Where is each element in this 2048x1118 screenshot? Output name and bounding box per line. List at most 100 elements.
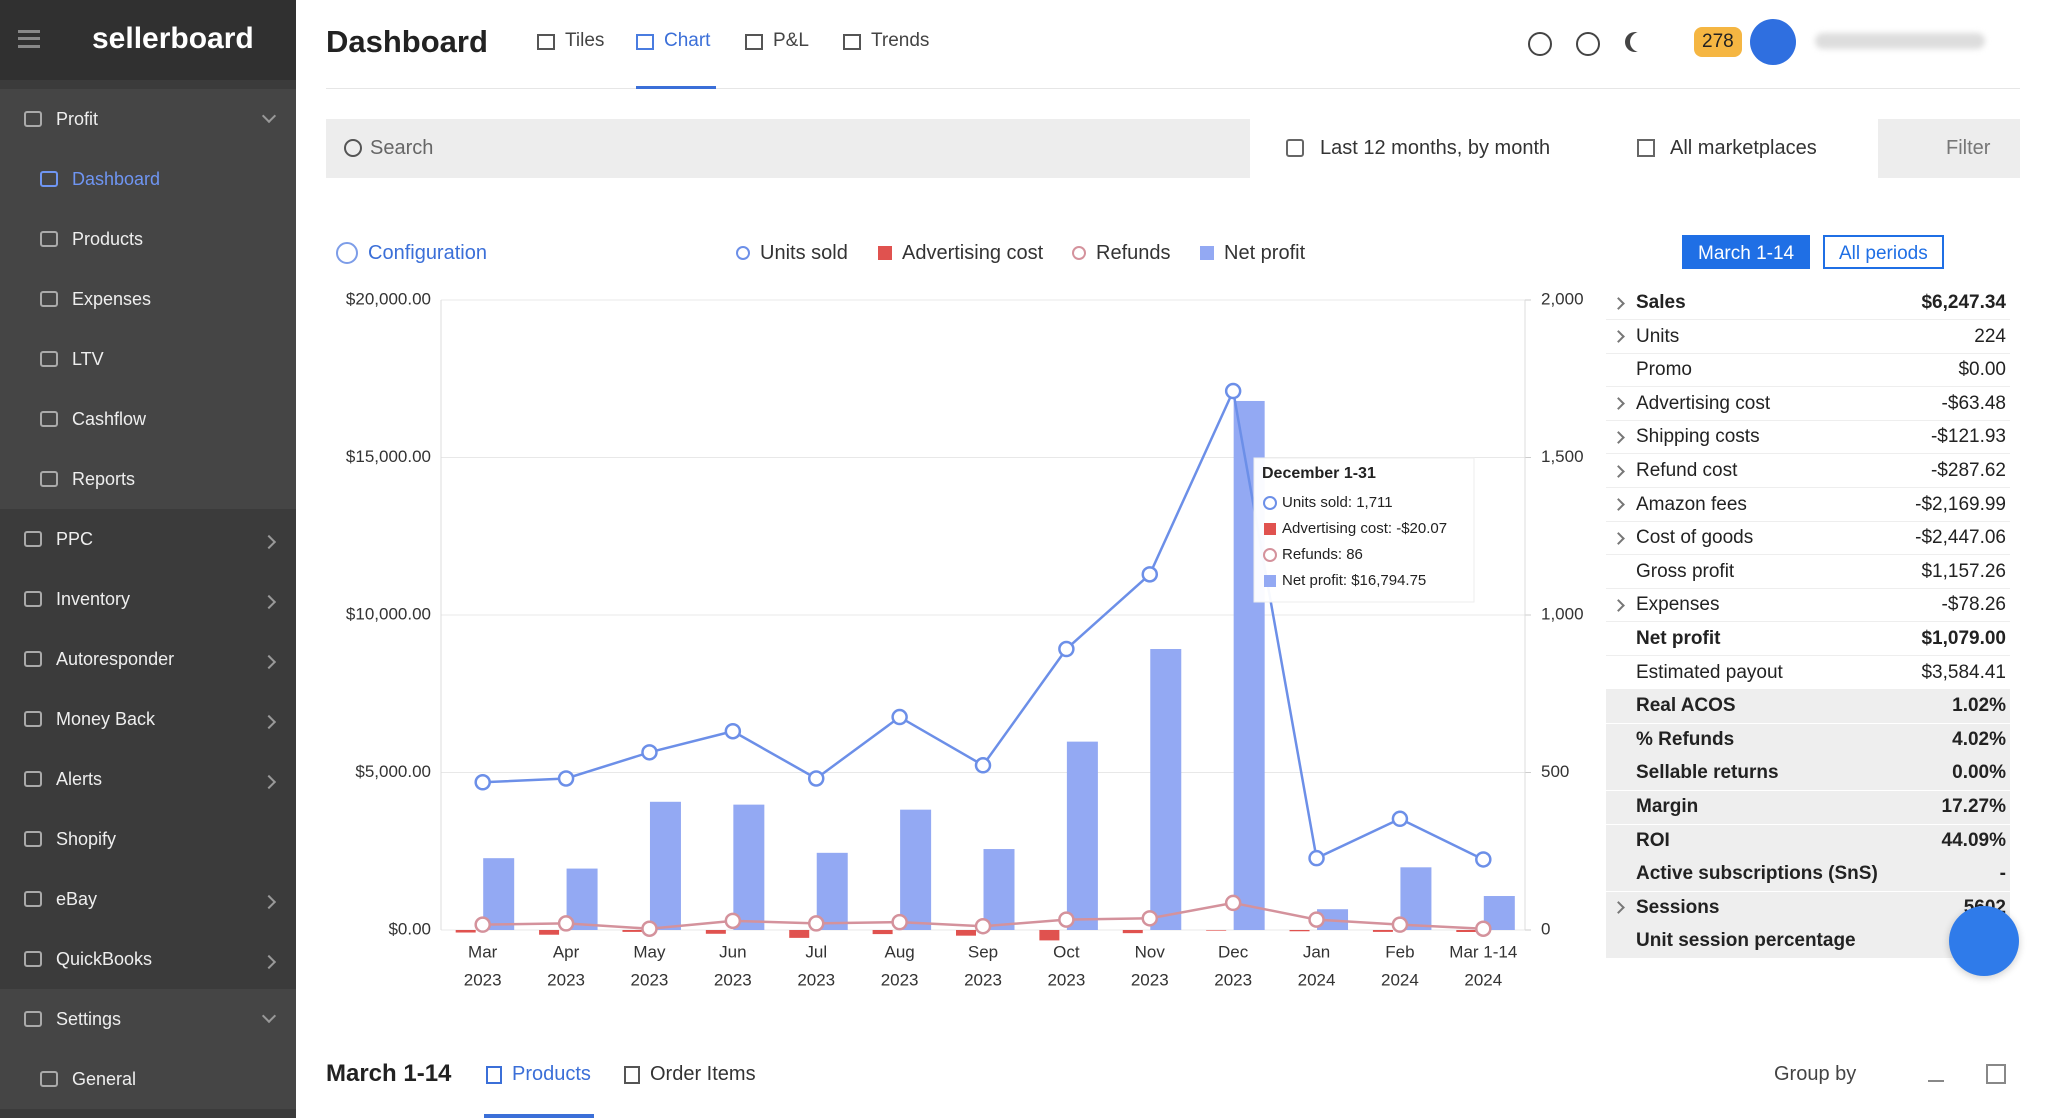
avatar[interactable] — [1750, 19, 1796, 65]
sidebar-item[interactable]: Profit — [0, 89, 296, 149]
sidebar-item[interactable]: Products — [0, 209, 296, 269]
logo: sellerboard — [92, 22, 254, 55]
search-box[interactable]: Search — [326, 119, 1250, 178]
period-button[interactable]: March 1-14 — [1682, 235, 1811, 269]
sidebar-item[interactable]: Dashboard — [0, 149, 296, 209]
tab[interactable]: Trends — [871, 30, 930, 51]
sidebar-item[interactable]: General — [0, 1049, 296, 1109]
x-tick-label: Jul — [805, 942, 827, 961]
sidebar-icon — [40, 351, 58, 367]
legend-label[interactable]: Advertising cost — [902, 242, 1044, 264]
point — [474, 916, 491, 933]
tooltip-item: Units sold: 1,711 — [1282, 494, 1393, 511]
section-title: March 1-14 — [326, 1060, 452, 1087]
x-tick-label: 2024 — [1464, 970, 1502, 989]
marketplace-select[interactable]: All marketplaces — [1670, 137, 1817, 159]
sidebar-icon — [24, 951, 42, 967]
sidebar-item[interactable]: Alerts — [0, 749, 296, 809]
tab[interactable]: Tiles — [565, 30, 605, 51]
sidebar: sellerboard Profit Dashboard Products Expen… — [0, 0, 296, 1118]
sidebar-item[interactable]: Money Back — [0, 689, 296, 749]
notification-badge[interactable]: 278 — [1694, 27, 1742, 57]
summary-value: $3,584.41 — [1921, 661, 2006, 683]
sidebar-item[interactable]: Reports — [0, 449, 296, 509]
sidebar-item[interactable]: PPC — [0, 509, 296, 569]
configuration-link[interactable]: Configuration — [368, 242, 487, 264]
summary-value: -$78.26 — [1941, 594, 2006, 616]
bar — [1122, 930, 1143, 934]
sidebar-item[interactable]: Shopify — [0, 809, 296, 869]
search-icon — [344, 139, 362, 157]
sidebar-icon — [40, 471, 58, 487]
sidebar-item[interactable]: Inventory — [0, 569, 296, 629]
sidebar-label: Alerts — [56, 768, 103, 789]
period-button[interactable]: All periods — [1823, 235, 1944, 269]
summary-row[interactable]: Expenses -$78.26 — [1606, 589, 2010, 623]
summary-row[interactable]: Sales $6,247.34 — [1606, 287, 2010, 320]
history-icon[interactable] — [1576, 32, 1600, 56]
tab-underline — [484, 1114, 594, 1118]
point — [1308, 911, 1325, 928]
sidebar-icon — [24, 891, 42, 907]
sidebar-icon — [24, 711, 42, 727]
summary-row[interactable]: Units 224 — [1606, 321, 2010, 354]
sidebar-icon — [40, 1071, 58, 1087]
summary-row[interactable]: Amazon fees -$2,169.99 — [1606, 489, 2010, 522]
sidebar-icon — [24, 831, 42, 847]
tab[interactable]: P&L — [773, 30, 809, 51]
tooltip-marker — [1263, 496, 1277, 510]
logo-bar: sellerboard — [0, 0, 296, 80]
summary-row[interactable]: Advertising cost -$63.48 — [1606, 388, 2010, 421]
summary-label: Advertising cost — [1636, 392, 1771, 414]
x-tick-label: 2023 — [464, 970, 502, 989]
section-tab[interactable]: Products — [512, 1063, 591, 1085]
summary-value: 17.27% — [1941, 796, 2006, 817]
summary-row[interactable]: Sessions5602 — [1606, 891, 2010, 925]
filter-label: Filter — [1946, 137, 1991, 159]
expand-chevron — [1612, 901, 1625, 915]
sidebar-item[interactable]: QuickBooks — [0, 929, 296, 989]
expand-chevron — [1612, 296, 1625, 310]
legend-label[interactable]: Net profit — [1224, 242, 1306, 264]
legend-marker — [1072, 246, 1086, 260]
info-icon[interactable] — [1528, 32, 1552, 56]
sidebar-item[interactable]: Cashflow — [0, 389, 296, 449]
x-tick-label: Mar 1-14 — [1449, 942, 1517, 961]
period-select[interactable]: Last 12 months, by month — [1320, 137, 1551, 159]
section-tab[interactable]: Order Items — [650, 1063, 756, 1085]
tab[interactable]: Chart — [664, 30, 711, 51]
period-icon — [1286, 139, 1304, 157]
sidebar-label: General — [72, 1068, 137, 1089]
chevron — [261, 594, 277, 610]
summary-row[interactable]: Shipping costs -$121.93 — [1606, 421, 2010, 455]
sidebar-item[interactable]: eBay — [0, 869, 296, 929]
bar — [1372, 930, 1393, 932]
columns-icon[interactable] — [1986, 1064, 2006, 1084]
legend-label[interactable]: Refunds — [1096, 242, 1171, 264]
chevron — [261, 534, 277, 550]
legend-label[interactable]: Units sold — [760, 242, 848, 264]
group-by[interactable]: Group by — [1774, 1063, 1857, 1085]
dark-mode-icon[interactable] — [1630, 32, 1650, 52]
legend-marker — [736, 246, 750, 260]
filter-button[interactable]: Filter — [1878, 119, 2020, 178]
summary-row: Sellable returns 0.00% — [1606, 757, 2010, 791]
sidebar-item[interactable]: Settings — [0, 989, 296, 1049]
download-icon[interactable] — [1928, 1064, 1944, 1082]
x-tick-label: Jun — [719, 942, 746, 961]
point — [1224, 894, 1242, 912]
chat-button[interactable] — [1949, 906, 2019, 976]
sidebar-icon — [24, 531, 42, 547]
summary-label: Estimated payout — [1636, 661, 1783, 683]
sidebar-item[interactable]: Expenses — [0, 269, 296, 329]
sidebar-item[interactable]: LTV — [0, 329, 296, 389]
summary-row[interactable]: Refund cost -$287.62 — [1606, 455, 2010, 488]
sidebar-item[interactable]: Autoresponder — [0, 629, 296, 689]
menu-icon[interactable] — [18, 30, 40, 48]
point — [1224, 382, 1242, 400]
tab-icon — [843, 34, 861, 50]
expand-chevron — [1612, 464, 1625, 478]
summary-row[interactable]: Cost of goods -$2,447.06 — [1606, 522, 2010, 556]
x-tick-label: Dec — [1218, 942, 1249, 961]
x-tick-label: 2024 — [1381, 970, 1419, 989]
